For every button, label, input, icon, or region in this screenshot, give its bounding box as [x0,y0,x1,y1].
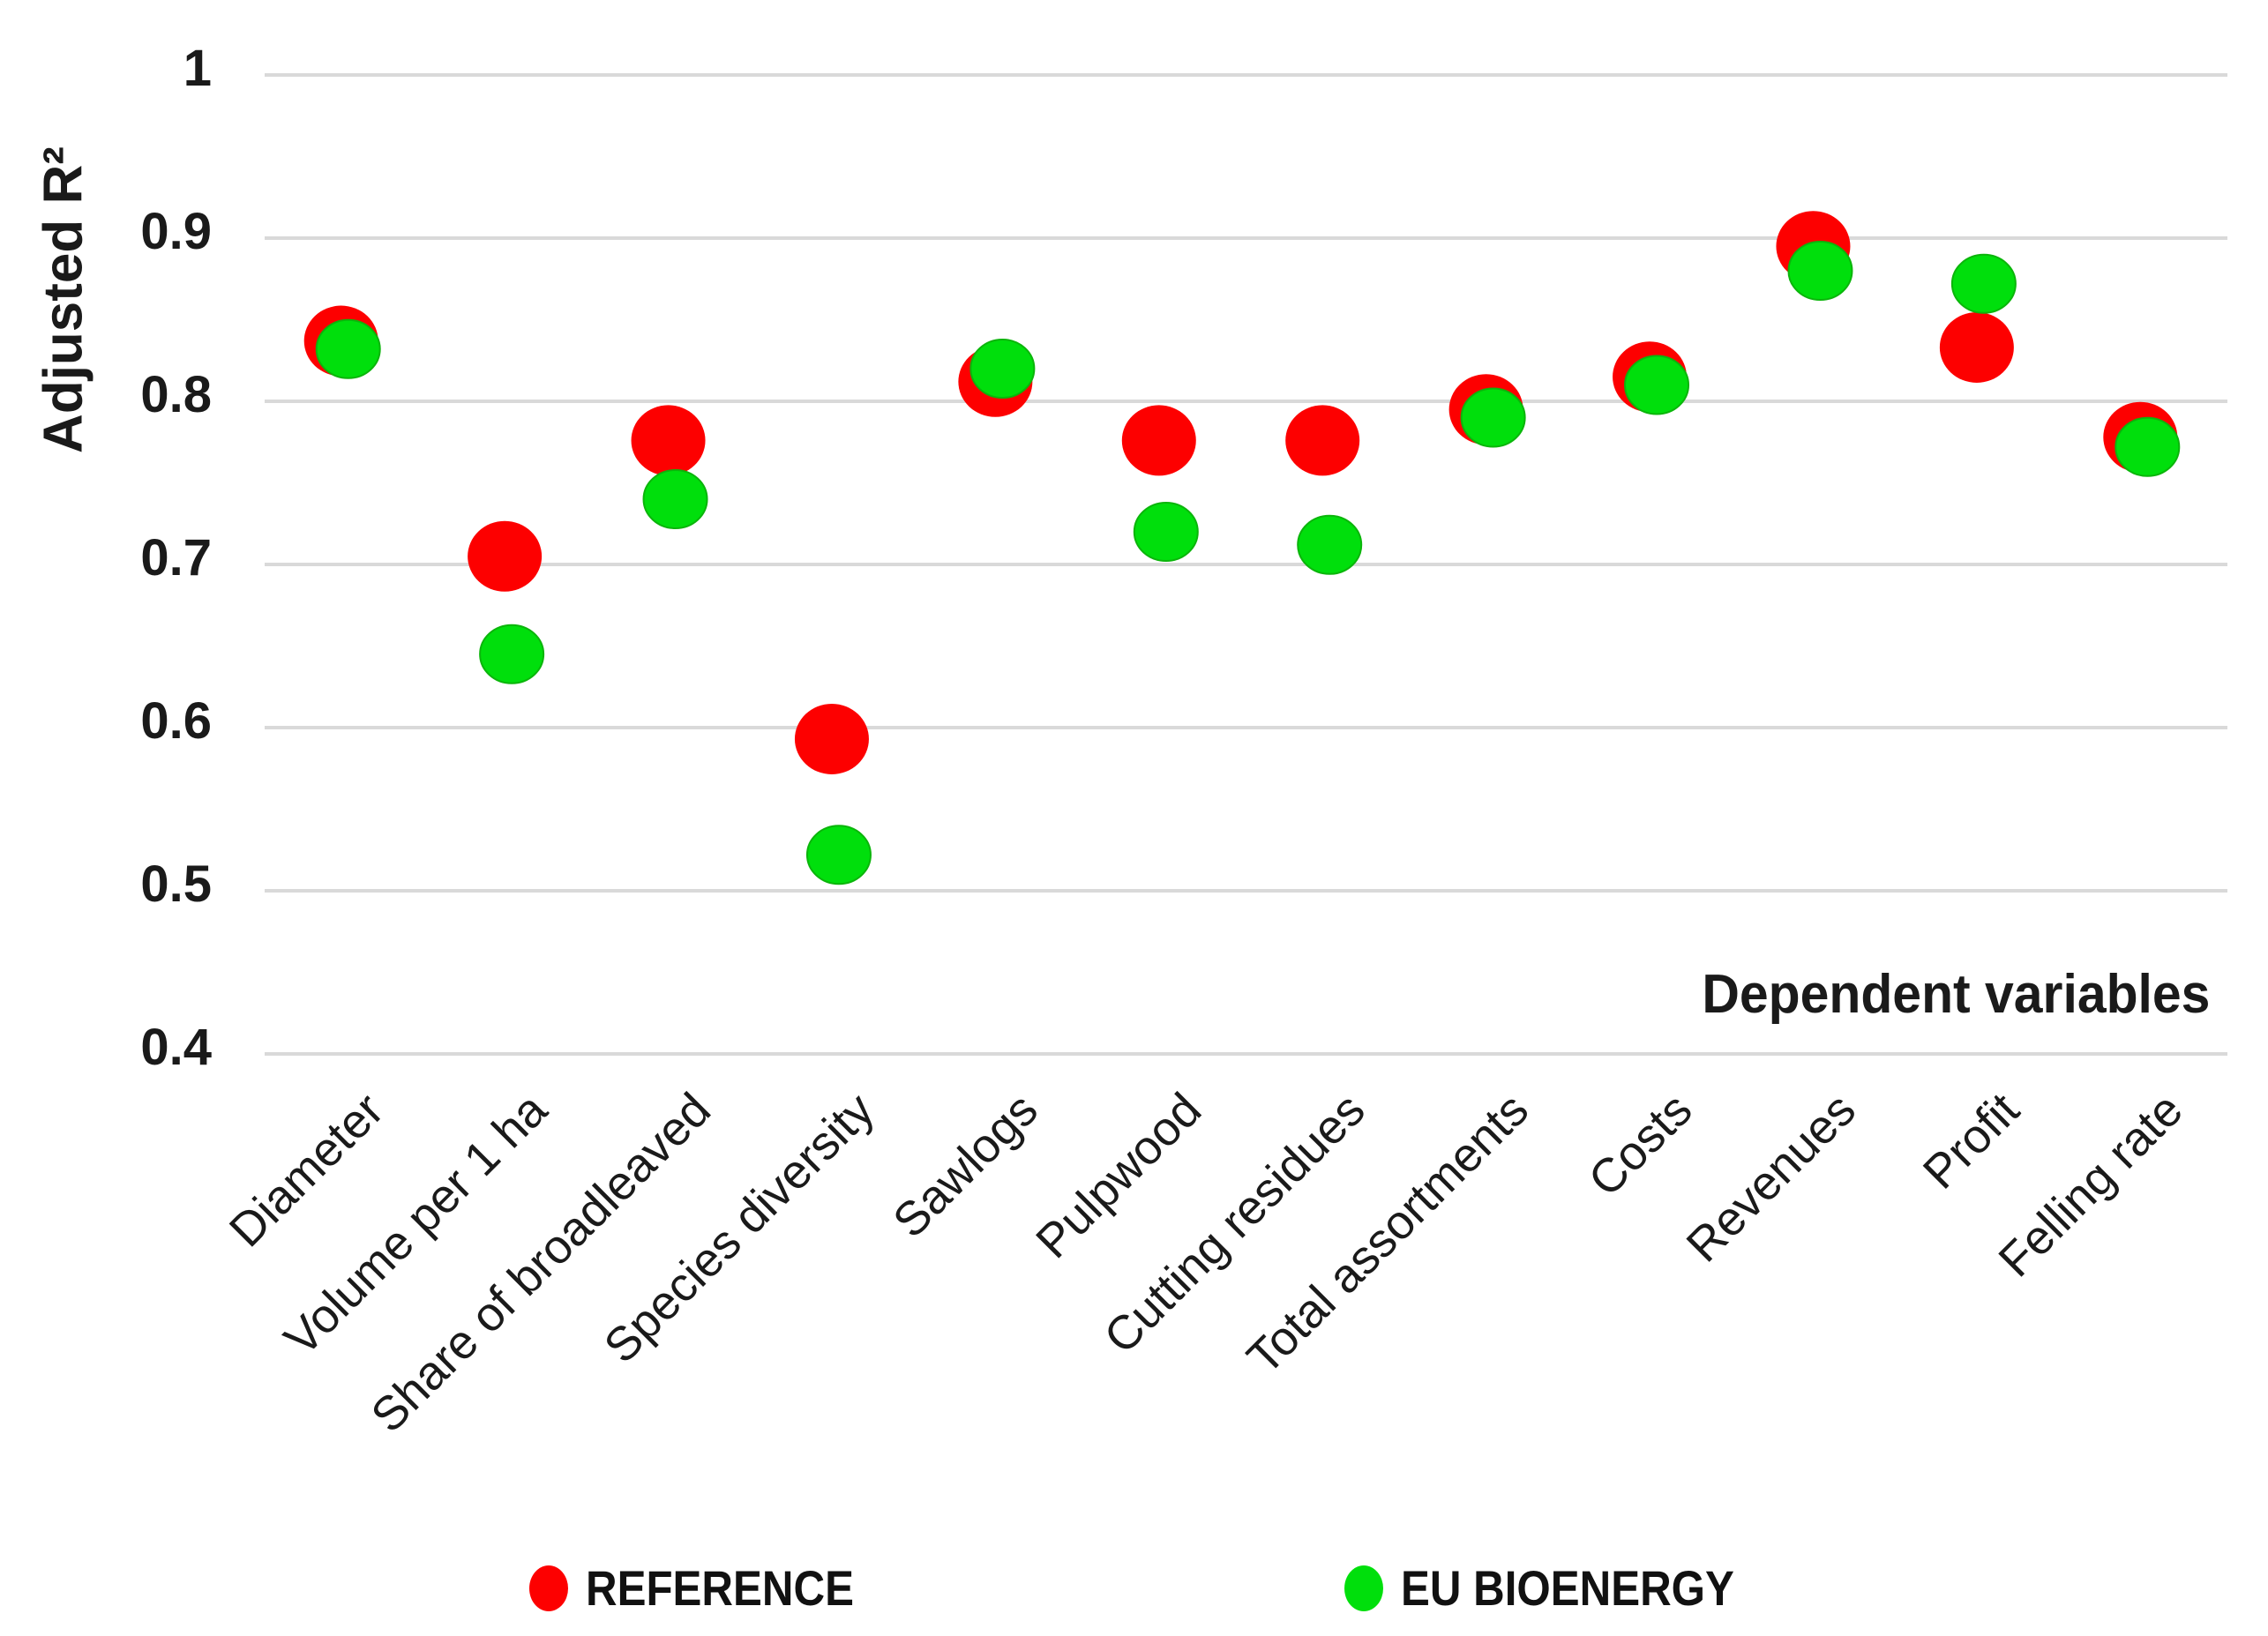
x-category-label-sawlogs: Sawlogs [883,1083,1048,1248]
x-category-label-revenues: Revenues [1677,1083,1866,1272]
y-tick-label: 0.8 [140,366,212,423]
y-tick-label: 0.4 [140,1019,212,1076]
marker-reference-cutting-residues [1285,405,1360,476]
y-tick-label: 0.5 [140,855,212,913]
marker-eu-bioenergy-profit [1950,253,2017,314]
legend-label-eu-bioenergy: EU BIOENERGY [1401,1560,1734,1616]
marker-eu-bioenergy-revenues [1787,241,1853,301]
marker-reference-pulpwood [1121,405,1196,476]
legend: REFERENCE EU BIOENERGY [0,1559,2268,1630]
marker-reference-volume-per-1-ha [468,520,543,592]
marker-eu-bioenergy-costs [1624,355,1690,415]
y-tick-label: 0.6 [140,692,212,750]
y-tick-label: 0.7 [140,529,212,586]
y-tick-label: 0.9 [140,203,212,260]
x-category-label-profit: Profit [1913,1083,2030,1199]
marker-eu-bioenergy-diameter [315,318,381,379]
x-category-label-diameter: Diameter [220,1083,393,1257]
marker-reference-share-of-broadleaved [631,405,706,476]
reference-dot-icon [529,1565,568,1611]
legend-item-eu-bioenergy: EU BIOENERGY [1344,1559,1779,1617]
marker-eu-bioenergy-pulpwood [1133,502,1199,562]
legend-item-reference: REFERENCE [529,1559,890,1617]
eu-bioenergy-dot-icon [1344,1565,1383,1611]
x-axis-title: Dependent variables [1701,964,2210,1025]
marker-eu-bioenergy-share-of-broadleaved [642,469,708,529]
x-category-label-total-assortments: Total assortments [1237,1083,1538,1385]
marker-eu-bioenergy-species-diversity [805,825,872,885]
marker-reference-profit [1939,311,2014,383]
marker-eu-bioenergy-sawlogs [969,339,1036,399]
legend-label-reference: REFERENCE [586,1560,854,1616]
x-category-label-costs: Costs [1578,1083,1702,1206]
marker-reference-species-diversity [794,703,869,774]
marker-eu-bioenergy-felling-rate [2115,416,2181,477]
y-tick-label: 1 [183,40,212,97]
marker-eu-bioenergy-cutting-residues [1297,514,1363,575]
y-axis-title: Adjusted R² [33,146,94,453]
marker-eu-bioenergy-total-assortments [1460,387,1526,448]
x-category-label-species-diversity: Species diversity [595,1083,885,1373]
marker-eu-bioenergy-volume-per-1-ha [479,624,545,684]
